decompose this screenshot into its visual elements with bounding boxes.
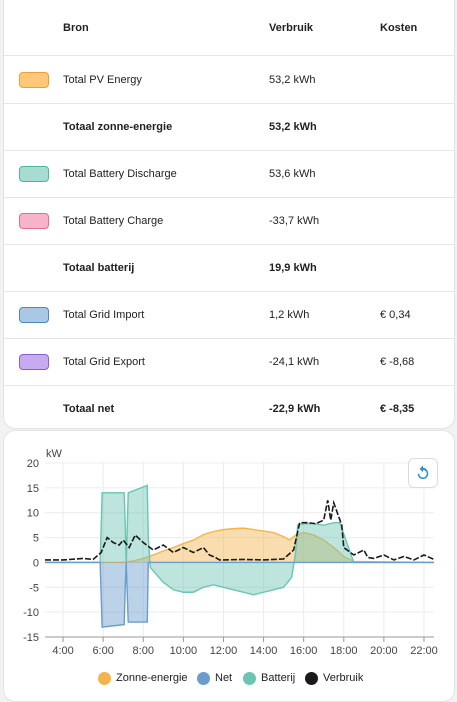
x-tick-label: 4:00 — [52, 645, 73, 657]
y-tick-label: 15 — [27, 483, 39, 495]
table-header: Bron Verbruik Kosten — [4, 0, 454, 56]
x-tick-label: 16:00 — [290, 645, 318, 657]
legend-label: Net — [215, 672, 233, 684]
total-row-totaal-batterij: Totaal batterij 19,9 kWh — [4, 244, 454, 292]
usage-value: 1,2 kWh — [269, 308, 310, 321]
cost-value: € -8,35 — [380, 402, 415, 415]
source-name: Total Grid Import — [63, 308, 145, 321]
x-tick-label: 22:00 — [410, 645, 438, 657]
color-swatch — [19, 71, 49, 88]
x-tick-label: 6:00 — [92, 645, 113, 657]
source-name: Totaal batterij — [63, 261, 135, 274]
series-line-net — [45, 561, 434, 628]
legend-label: Verbruik — [323, 672, 364, 684]
series-line-zonne-energie — [45, 527, 435, 564]
legend-dot — [197, 671, 210, 685]
legend-label: Zonne-energie — [116, 672, 188, 684]
y-tick-label: 20 — [27, 458, 39, 470]
source-name: Totaal zonne-energie — [63, 120, 173, 133]
total-row-totaal-zonne-energie: Totaal zonne-energie 53,2 kWh — [4, 103, 454, 151]
total-row-totaal-net: Totaal net -22,9 kWh € -8,35 — [4, 385, 454, 432]
cost-value: € -8,68 — [380, 355, 415, 368]
column-header-usage: Verbruik — [269, 22, 314, 34]
color-swatch — [19, 165, 49, 182]
source-row-total-grid-export: Total Grid Export -24,1 kWh € -8,68 — [4, 338, 454, 386]
reload-button[interactable] — [408, 458, 438, 488]
source-row-total-grid-import: Total Grid Import 1,2 kWh € 0,34 — [4, 291, 454, 339]
series-area-net — [45, 562, 434, 628]
energy-chart-card: 20 15 10 5 0 -5 -10 -15 4:00 6:00 8:00 10:00 12:00 14… — [3, 430, 455, 702]
source-row-total-battery-discharge: Total Battery Discharge 53,6 kWh — [4, 150, 454, 198]
series-area-batterij — [45, 485, 434, 595]
y-tick-label: 0 — [33, 557, 39, 569]
x-tick-label: 18:00 — [330, 645, 358, 657]
column-header-source: Bron — [63, 22, 89, 34]
source-row-total-pv-energy: Total PV Energy 53,2 kWh — [4, 56, 454, 104]
x-tick-label: 14:00 — [250, 645, 278, 657]
legend-item-net[interactable]: Net — [197, 668, 232, 688]
y-tick-label: 10 — [27, 508, 39, 520]
source-row-total-battery-charge: Total Battery Charge -33,7 kWh — [4, 197, 454, 245]
y-tick-label: 5 — [33, 533, 39, 545]
usage-value: 53,2 kWh — [269, 120, 317, 133]
y-axis-label: kW — [46, 448, 63, 460]
y-tick-label: -10 — [23, 607, 39, 619]
legend-item-zonne-energie[interactable]: Zonne-energie — [98, 668, 188, 688]
color-swatch — [19, 306, 49, 323]
color-swatch — [19, 212, 49, 229]
x-tick-label: 20:00 — [370, 645, 398, 657]
source-name: Total PV Energy — [63, 73, 142, 86]
source-name: Totaal net — [63, 402, 115, 415]
legend-label: Batterij — [261, 672, 296, 684]
legend-item-verbruik[interactable]: Verbruik — [305, 668, 363, 688]
usage-value: 53,2 kWh — [269, 73, 316, 86]
color-swatch — [19, 353, 49, 370]
x-tick-label: 10:00 — [170, 645, 198, 657]
usage-value: -33,7 kWh — [269, 214, 320, 227]
legend-dot — [305, 671, 318, 685]
legend-item-batterij[interactable]: Batterij — [243, 668, 295, 688]
source-name: Total Battery Charge — [63, 214, 164, 227]
series-area-zonne-energie — [45, 528, 434, 563]
source-name: Total Grid Export — [63, 355, 145, 368]
usage-value: 19,9 kWh — [269, 261, 317, 274]
series-line-verbruik — [45, 499, 435, 561]
legend-dot — [243, 671, 256, 685]
y-tick-label: -5 — [29, 582, 39, 594]
x-tick-label: 8:00 — [133, 645, 154, 657]
source-name: Total Battery Discharge — [63, 167, 177, 180]
x-tick-label: 12:00 — [210, 645, 238, 657]
reload-icon — [417, 465, 429, 479]
usage-value: 53,6 kWh — [269, 167, 316, 180]
usage-value: -24,1 kWh — [269, 355, 320, 368]
energy-usage-chart: 20 15 10 5 0 -5 -10 -15 4:00 6:00 8:00 10:00 12:00 14… — [23, 448, 438, 657]
legend-dot — [98, 671, 111, 685]
cost-value: € 0,34 — [380, 308, 411, 321]
energy-sources-table: Bron Verbruik Kosten Total PV Energy 53,2… — [3, 0, 455, 429]
column-header-cost: Kosten — [380, 22, 418, 34]
y-tick-label: -15 — [23, 632, 39, 644]
chart-legend: Zonne-energie Net Batterij Verbruik — [4, 668, 454, 688]
usage-value: -22,9 kWh — [269, 402, 321, 415]
